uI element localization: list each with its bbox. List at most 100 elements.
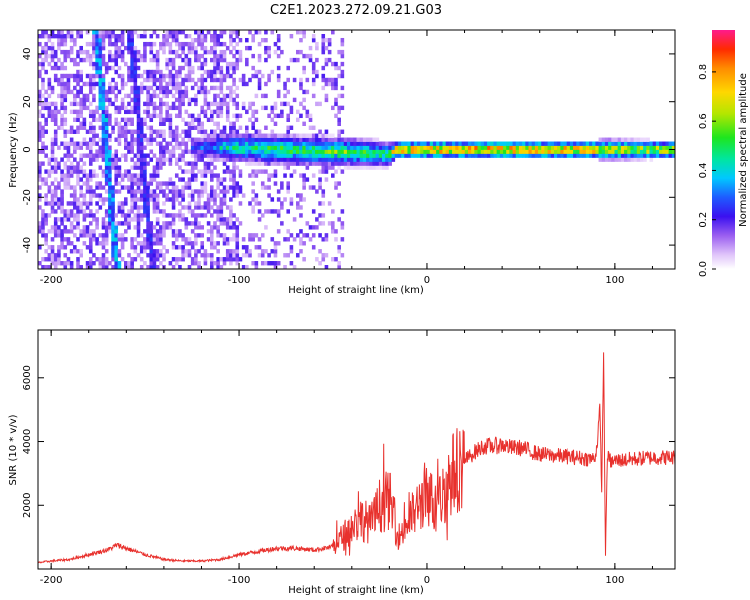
heatmap-cell xyxy=(57,33,61,39)
heatmap-cell xyxy=(53,137,58,142)
heatmap-cell xyxy=(315,101,319,107)
heatmap-cell xyxy=(168,73,173,79)
heatmap-cell xyxy=(563,153,568,158)
heatmap-cell xyxy=(184,217,189,222)
heatmap-cell xyxy=(133,89,138,95)
heatmap-cell xyxy=(63,245,68,250)
heatmap-cell xyxy=(57,30,61,35)
heatmap-cell xyxy=(41,133,45,138)
heatmap-cell xyxy=(47,85,52,91)
heatmap-cell xyxy=(174,133,179,138)
heatmap-cell xyxy=(50,57,55,63)
heatmap-cell xyxy=(203,133,208,138)
heatmap-cell xyxy=(305,89,310,95)
heatmap-cell xyxy=(82,229,87,234)
heatmap-cell xyxy=(127,209,131,214)
heatmap-cell xyxy=(311,93,316,99)
heatmap-cell xyxy=(146,197,150,202)
heatmap-cell xyxy=(155,85,160,91)
heatmap-cell xyxy=(337,149,341,154)
heatmap-cell xyxy=(611,157,615,162)
heatmap-cell xyxy=(133,45,138,51)
heatmap-cell xyxy=(44,117,48,123)
heatmap-cell xyxy=(286,117,291,123)
heatmap-cell xyxy=(397,141,402,146)
heatmap-cell xyxy=(178,141,182,146)
heatmap-cell xyxy=(162,181,166,186)
heatmap-cell xyxy=(178,73,182,79)
heatmap-cell xyxy=(305,149,310,154)
heatmap-cell xyxy=(101,137,106,142)
heatmap-cell xyxy=(665,153,670,158)
heatmap-cell xyxy=(53,53,58,59)
heatmap-cell xyxy=(133,217,138,222)
heatmap-cell xyxy=(104,141,109,146)
heatmap-cell xyxy=(155,113,160,119)
heatmap-cell xyxy=(283,81,287,87)
heatmap-cell xyxy=(76,249,80,254)
heatmap-cell xyxy=(190,193,195,198)
heatmap-cell xyxy=(117,237,122,242)
heatmap-cell xyxy=(162,245,166,250)
heatmap-cell xyxy=(553,141,558,146)
heatmap-cell xyxy=(168,33,173,39)
heatmap-cell xyxy=(98,233,103,238)
heatmap-cell xyxy=(98,101,103,107)
heatmap-cell xyxy=(38,109,42,115)
heatmap-cell xyxy=(254,153,259,158)
heatmap-cell xyxy=(190,189,195,194)
heatmap-cell xyxy=(662,145,666,150)
heatmap-cell xyxy=(152,177,157,182)
heatmap-cell xyxy=(92,81,96,87)
heatmap-cell xyxy=(219,205,224,210)
heatmap-cell xyxy=(146,217,150,222)
heatmap-cell xyxy=(219,89,224,95)
heatmap-cell xyxy=(79,177,83,182)
heatmap-cell xyxy=(53,169,58,174)
heatmap-cell xyxy=(209,141,214,146)
heatmap-cell xyxy=(257,149,262,154)
heatmap-cell xyxy=(136,141,141,146)
heatmap-cell xyxy=(251,141,255,146)
heatmap-cell xyxy=(108,81,112,87)
heatmap-cell xyxy=(216,149,220,154)
heatmap-cell xyxy=(194,117,198,123)
heatmap-cell xyxy=(152,257,157,262)
heatmap-cell xyxy=(130,61,134,67)
heatmap-cell xyxy=(643,149,647,154)
heatmap-cell xyxy=(410,153,415,158)
heatmap-cell xyxy=(143,173,147,178)
heatmap-cell xyxy=(82,197,87,202)
heatmap-cell xyxy=(114,49,119,55)
heatmap-cell xyxy=(88,61,93,67)
heatmap-cell xyxy=(53,209,58,214)
heatmap-cell xyxy=(235,185,240,190)
heatmap-cell xyxy=(190,137,195,142)
heatmap-cell xyxy=(324,157,329,162)
heatmap-cell xyxy=(60,197,64,202)
heatmap-cell xyxy=(69,221,74,226)
heatmap-cell xyxy=(184,121,189,126)
heatmap-cell xyxy=(200,37,205,43)
heatmap-cell xyxy=(60,205,64,210)
heatmap-cell xyxy=(117,201,122,206)
heatmap-cell xyxy=(627,157,631,162)
heatmap-cell xyxy=(251,109,255,115)
heatmap-cell xyxy=(162,209,166,214)
heatmap-cell xyxy=(315,141,319,146)
heatmap-cell xyxy=(60,229,64,234)
heatmap-cell xyxy=(225,133,230,138)
heatmap-cell xyxy=(245,253,249,258)
heatmap-cell xyxy=(127,37,131,43)
heatmap-cell xyxy=(101,257,106,262)
heatmap-cell xyxy=(340,41,345,47)
heatmap-cell xyxy=(413,145,418,150)
heatmap-cell xyxy=(155,157,160,162)
heatmap-cell xyxy=(98,49,103,55)
heatmap-cell xyxy=(299,141,303,146)
heatmap-cell xyxy=(448,141,453,146)
heatmap-cell xyxy=(302,153,306,158)
heatmap-cell xyxy=(104,225,109,230)
heatmap-cell xyxy=(101,89,106,95)
heatmap-cell xyxy=(321,165,326,170)
